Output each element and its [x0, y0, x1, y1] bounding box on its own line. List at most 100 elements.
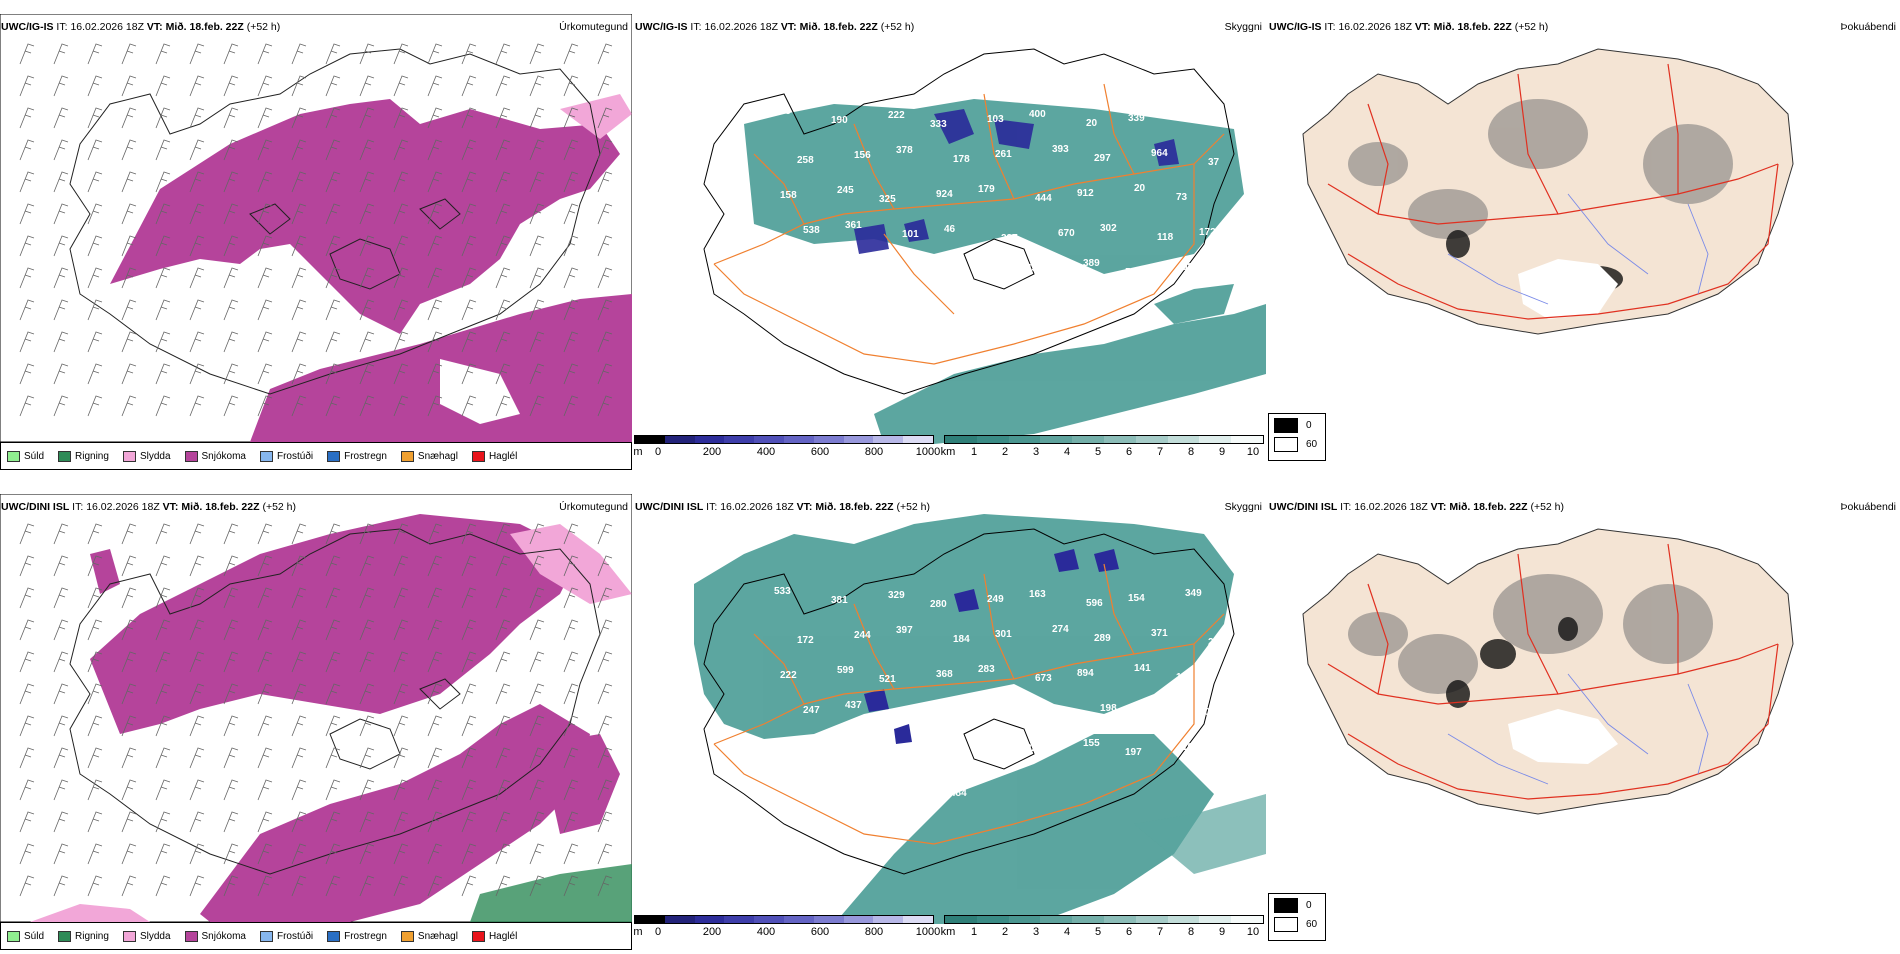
wind-barb [563, 331, 579, 353]
visibility-value: 249 [987, 594, 1004, 605]
wind-barb [87, 843, 103, 865]
wind-barb [189, 747, 205, 769]
wind-barb [53, 395, 69, 417]
wind-barb [223, 587, 239, 609]
visibility-value: 283 [978, 664, 995, 675]
visibility-value: 178 [953, 154, 970, 165]
wind-barb [53, 299, 69, 321]
wind-barb [461, 235, 477, 257]
legend-swatch [184, 450, 198, 462]
wind-barb [189, 779, 205, 801]
wind-barb [223, 555, 239, 577]
visibility-value: 371 [1151, 628, 1168, 639]
wind-barb [427, 619, 443, 641]
legend-swatch [259, 930, 273, 942]
visibility-value: 321 [1026, 743, 1043, 754]
wind-barb [427, 299, 443, 321]
visibility-value: 227 [1001, 233, 1018, 244]
wind-barb [427, 203, 443, 225]
wind-barb [53, 203, 69, 225]
panel-header: UWC/IG-IS IT: 16.02.2026 18Z VT: Mið. 18… [1269, 21, 1896, 33]
visibility-value: 172 [797, 635, 814, 646]
wind-barb [155, 363, 171, 385]
wind-barb [461, 555, 477, 577]
wind-barb [325, 267, 341, 289]
wind-barb [597, 779, 613, 801]
wind-barb [53, 75, 69, 97]
wind-barb [189, 139, 205, 161]
precip-type-panel-row1: UWC/IG-IS IT: 16.02.2026 18Z VT: Mið. 18… [0, 14, 632, 474]
wind-barb [325, 75, 341, 97]
wind-barb [325, 203, 341, 225]
legend-item: Haglél [471, 450, 517, 462]
wind-barb [155, 843, 171, 865]
wind-barb [597, 651, 613, 673]
wind-barb [291, 299, 307, 321]
colorbar-tick: 200 [702, 446, 722, 458]
precip-legend: Súld Rigning Slydda Snjókoma Frostúði Frostre… [0, 922, 632, 950]
wind-barb [393, 107, 409, 129]
wind-barb [121, 171, 137, 193]
visibility-value: 389 [1083, 258, 1100, 269]
wind-barb [189, 875, 205, 897]
wind-barb [325, 107, 341, 129]
wind-barb [291, 267, 307, 289]
wind-barb [223, 171, 239, 193]
wind-barb [393, 395, 409, 417]
wind-barb [325, 619, 341, 641]
wind-barb [393, 619, 409, 641]
wind-barb [19, 875, 35, 897]
wind-barb [53, 555, 69, 577]
legend-swatch [327, 930, 341, 942]
wind-barb [155, 779, 171, 801]
wind-barb [291, 875, 307, 897]
wind-barb [563, 747, 579, 769]
wind-barb [223, 363, 239, 385]
wind-barb [393, 363, 409, 385]
wind-barb [291, 523, 307, 545]
wind-barb [223, 523, 239, 545]
visibility-value: 160 [851, 304, 868, 315]
wind-barb [359, 139, 375, 161]
wind-barb [155, 75, 171, 97]
visibility-value: 431 [1026, 263, 1043, 274]
legend-swatch [471, 930, 485, 942]
wind-barb [325, 843, 341, 865]
wind-barb [223, 779, 239, 801]
legend-item: Slydda [122, 930, 171, 942]
visibility-value: 197 [1125, 747, 1142, 758]
colorbar-tick: 10 [1246, 446, 1260, 458]
wind-barb [223, 811, 239, 833]
wind-barb [495, 75, 511, 97]
wind-barb [121, 395, 137, 417]
wind-barb [257, 779, 273, 801]
visibility-value: 533 [774, 586, 791, 597]
wind-barb [121, 299, 137, 321]
wind-barb [155, 171, 171, 193]
wind-barb [597, 107, 613, 129]
legend-label: Slydda [139, 930, 171, 942]
legend-item: Frostregn [327, 450, 387, 462]
wind-barb [427, 555, 443, 577]
wind-barb [427, 811, 443, 833]
wind-barb [563, 651, 579, 673]
visibility-value: 176 [944, 704, 961, 715]
wind-barb [53, 267, 69, 289]
wind-barb [19, 363, 35, 385]
snow-area [110, 99, 632, 442]
visibility-labels: 533 381 329 280 249 163 596 154 349 172 244 397 184 3… [774, 586, 1225, 800]
wind-barb [257, 235, 273, 257]
wind-barb [359, 651, 375, 673]
wind-barb [529, 363, 545, 385]
wind-barb [461, 171, 477, 193]
legend-label: Frostregn [344, 930, 387, 942]
wind-barb [87, 363, 103, 385]
wind-barb [529, 171, 545, 193]
wind-barb [257, 715, 273, 737]
visibility-bar [944, 435, 1264, 444]
wind-barb [53, 43, 69, 65]
colorbar-tick: 2 [1001, 446, 1009, 458]
wind-barb [427, 523, 443, 545]
wind-barbs [19, 43, 613, 417]
cbar-unit: km [940, 926, 956, 938]
